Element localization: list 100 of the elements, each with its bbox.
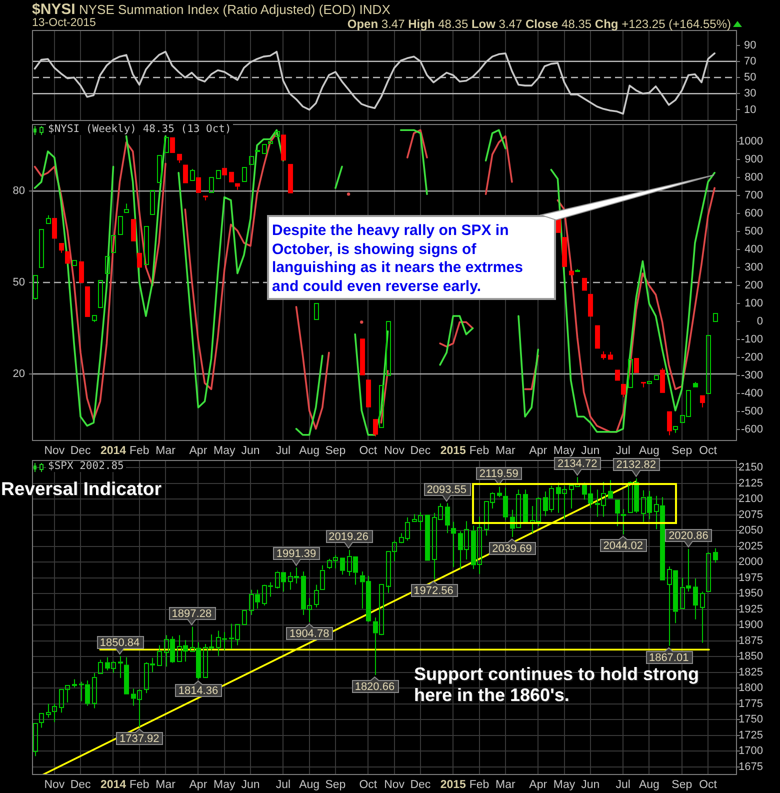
x-tick-label: May [213, 779, 236, 792]
chart-title: $NYSI (Weekly) 48.35 (13 Oct) [46, 123, 234, 135]
annotation: 1897.28 [172, 608, 212, 620]
x-tick-label: Jul [276, 779, 291, 792]
x-tick-label: Dec [410, 445, 431, 458]
x-tick-label: May [553, 445, 576, 458]
y2-tick-label: 20 [12, 368, 25, 380]
y-tick-label: 1850 [738, 650, 763, 663]
x-tick-label: Oct [359, 445, 378, 458]
x-tick-label: Feb [129, 779, 150, 792]
y-tick-label: 2075 [738, 508, 763, 521]
candlestick [52, 703, 57, 723]
x-tick-label: Nov [384, 445, 405, 458]
y-tick-label: 2100 [738, 493, 763, 506]
y-tick-label: 0 [756, 315, 763, 328]
y-tick-label: 70 [744, 55, 756, 68]
chart-title: $SPX 2002.85 [46, 460, 126, 472]
y-tick-label: 1925 [738, 603, 763, 616]
candlestick [621, 384, 626, 398]
candlestick [177, 154, 182, 164]
y-tick-label: 90 [744, 39, 756, 52]
y-tick-label: -400 [740, 387, 763, 400]
y-tick-label: 1800 [738, 682, 763, 694]
x-tick-label: Oct [699, 445, 718, 458]
y-tick-label: 1825 [738, 666, 763, 678]
x-tick-label: Sep [325, 779, 346, 792]
x-tick-label: Apr [189, 445, 208, 458]
y-tick-label: 1875 [738, 634, 763, 647]
y-tick-label: 2150 [738, 462, 763, 474]
candlestick [660, 368, 665, 393]
y-tick-label: 1950 [738, 588, 763, 600]
y-tick-label: 1700 [738, 745, 763, 758]
candlestick [700, 395, 705, 408]
annotation: Despite the heavy rally on SPX in October, is showing signs of languishing as it nears the extrmes and could even reverse early. [267, 215, 556, 300]
x-tick-label: Aug [299, 779, 320, 792]
candlestick [503, 487, 508, 520]
candlestick [124, 656, 129, 694]
y-tick-label: 700 [744, 189, 763, 202]
candlestick [98, 659, 103, 674]
x-tick-label: Aug [638, 445, 660, 458]
candlestick [497, 486, 502, 498]
x-tick-label: Nov [384, 779, 405, 792]
annotation: 1991.39 [276, 548, 316, 560]
x-tick-label: Apr [529, 445, 548, 458]
chart-subtitle: 13-Oct-2015 [32, 17, 96, 29]
y-tick-label: -600 [740, 423, 763, 436]
annotation: 1972.56 [414, 585, 454, 598]
x-tick-label: Mar [156, 445, 176, 458]
x-tick-label: Nov [44, 445, 65, 458]
y-tick-label: 100 [744, 297, 763, 310]
x-tick-label: Mar [496, 445, 516, 458]
x-tick-label: Dec [410, 779, 431, 792]
y-tick-label: 1975 [738, 572, 763, 584]
y-tick-label: 2125 [738, 477, 763, 490]
candlestick [615, 500, 620, 527]
x-tick-label: Apr [529, 779, 548, 792]
x-tick-label: Jul [276, 445, 291, 458]
candlestick [340, 558, 345, 576]
x-tick-label: Aug [638, 779, 660, 792]
y-tick-label: 800 [744, 171, 763, 184]
x-tick-label: Sep [672, 779, 692, 792]
candlestick [92, 672, 97, 709]
annotation: 1867.01 [648, 652, 689, 664]
x-tick-label: Jun [241, 445, 260, 458]
candlestick [373, 419, 378, 437]
candlestick [693, 381, 698, 388]
y-tick-label: 300 [744, 261, 763, 274]
candlestick [124, 203, 129, 213]
x-tick-label: Jun [581, 445, 600, 458]
x-tick-label: Jul [616, 779, 630, 792]
y-tick-label: 1900 [738, 619, 763, 632]
candlestick [713, 548, 718, 564]
y-tick-label: 1725 [738, 729, 763, 742]
candlestick [39, 713, 44, 728]
x-tick-label: Mar [496, 779, 516, 792]
x-tick-label: Nov [44, 779, 65, 792]
candlestick [203, 196, 208, 201]
x-tick-label: 2015 [440, 779, 467, 792]
annotation: 2020.86 [668, 530, 708, 542]
y-tick-label: -100 [740, 333, 763, 346]
x-tick-label: Feb [469, 779, 490, 792]
y-tick-label: 2000 [738, 556, 763, 568]
y-tick-label: 400 [744, 243, 763, 256]
x-tick-label: Dec [70, 445, 92, 458]
annotation: 2039.69 [492, 543, 532, 556]
x-tick-label: 2015 [440, 445, 467, 458]
x-tick-label: Aug [299, 445, 320, 458]
annotation: 2134.72 [557, 458, 598, 470]
candlestick [320, 564, 325, 590]
x-tick-label: Jun [241, 779, 260, 792]
x-tick-label: 2014 [100, 779, 127, 792]
x-tick-label: Oct [359, 779, 378, 792]
x-tick-label: 2014 [100, 445, 127, 458]
annotation: 2093.55 [426, 484, 466, 496]
x-tick-label: Sep [672, 445, 692, 458]
y-tick-label: 200 [744, 279, 763, 292]
candlestick [118, 656, 123, 678]
y-tick-label: -200 [740, 351, 763, 364]
x-tick-label: Dec [70, 779, 92, 792]
annotation: 2019.26 [328, 531, 368, 544]
